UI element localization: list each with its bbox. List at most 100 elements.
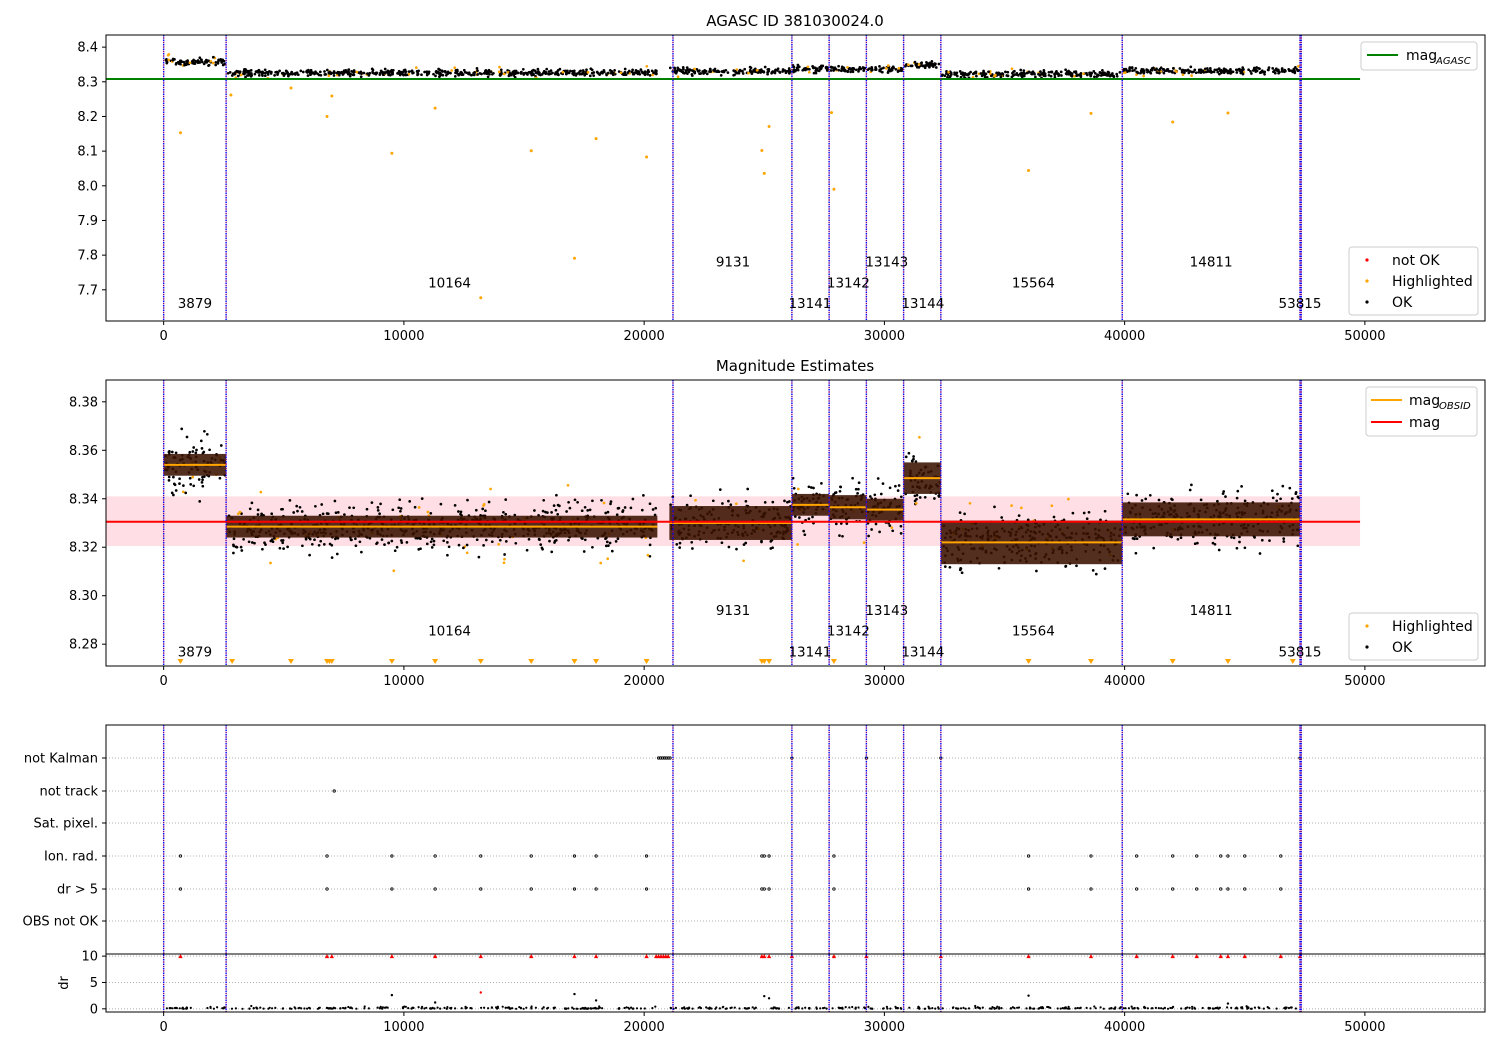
- ok-point: [289, 72, 293, 75]
- ok-point: [1296, 544, 1300, 548]
- ok-point: [170, 450, 174, 454]
- ok-point: [191, 450, 195, 453]
- dr-point: [724, 1007, 727, 1010]
- ok-point: [825, 65, 828, 69]
- ok-point: [704, 540, 708, 544]
- dr-point: [1226, 1006, 1229, 1009]
- highlighted-point: [503, 557, 506, 561]
- ok-point: [993, 505, 996, 509]
- ok-point: [542, 498, 546, 502]
- below-range-marker: [761, 659, 768, 664]
- ok-point: [280, 507, 283, 511]
- highlighted-point: [619, 71, 623, 75]
- dr-outlier-point: [573, 992, 576, 996]
- y-tick-label: 8.30: [69, 589, 98, 604]
- ok-point: [294, 73, 297, 76]
- dr-point: [857, 1006, 860, 1009]
- highlighted-point: [465, 551, 469, 555]
- ok-point: [1042, 70, 1046, 74]
- dr-point: [1241, 1007, 1244, 1010]
- legend-label-not-ok: not OK: [1392, 253, 1440, 269]
- highlighted-point: [417, 506, 421, 509]
- ok-point: [1065, 72, 1069, 76]
- highlighted-point: [289, 86, 293, 90]
- ok-point: [442, 539, 446, 543]
- ok-point: [748, 65, 752, 69]
- ok-point: [284, 69, 288, 73]
- ok-point: [461, 73, 465, 76]
- ok-point: [1064, 565, 1067, 568]
- dr-clipped-marker: [1225, 954, 1231, 959]
- ok-point: [185, 62, 189, 65]
- ok-point: [1055, 70, 1058, 73]
- ok-point: [1247, 68, 1250, 72]
- ok-point: [807, 517, 811, 521]
- ok-point: [504, 498, 508, 501]
- ok-point: [709, 70, 713, 73]
- ok-point: [834, 491, 838, 494]
- ok-point: [720, 541, 724, 545]
- dr-point: [952, 1006, 955, 1009]
- dr-point: [705, 1006, 708, 1009]
- ok-point: [1011, 74, 1015, 77]
- dr-point: [777, 1007, 781, 1010]
- ok-point: [1153, 68, 1157, 72]
- panel-1-frame: [105, 34, 1486, 322]
- ok-point: [192, 484, 196, 488]
- ok-point: [605, 73, 608, 77]
- ok-point: [260, 512, 263, 516]
- ok-point: [737, 70, 741, 73]
- ok-point: [1060, 74, 1063, 77]
- ok-point: [1255, 66, 1259, 69]
- flag-point: [325, 854, 329, 858]
- highlighted-point: [1123, 71, 1127, 74]
- dr-point: [617, 1007, 620, 1010]
- ok-point: [915, 493, 919, 497]
- ok-point: [508, 71, 512, 75]
- ok-point: [1216, 499, 1219, 503]
- dr-clipped-marker: [572, 954, 577, 959]
- ok-point: [552, 504, 556, 507]
- ok-point: [167, 450, 171, 454]
- flag-point: [1026, 887, 1031, 891]
- dr-point: [1137, 1007, 1140, 1010]
- ok-point: [686, 68, 690, 71]
- dr-point: [262, 1007, 265, 1010]
- x-tick-label: 50000: [1344, 674, 1385, 689]
- ok-point: [980, 74, 984, 78]
- ok-point: [682, 71, 685, 75]
- dr-point: [1191, 1005, 1194, 1008]
- ok-point: [1047, 70, 1051, 74]
- ok-point: [539, 73, 542, 77]
- ok-point: [896, 70, 900, 73]
- dr-point: [674, 1006, 678, 1010]
- highlighted-point: [502, 561, 506, 565]
- ok-point: [170, 491, 174, 495]
- ok-point: [954, 72, 958, 75]
- ok-point: [398, 498, 402, 502]
- ok-point: [173, 483, 177, 487]
- highlighted-point: [606, 557, 610, 561]
- ok-point: [1287, 69, 1291, 72]
- ok-point: [995, 71, 999, 75]
- highlighted-point: [806, 65, 810, 69]
- below-range-marker: [1025, 659, 1032, 664]
- ok-point: [750, 71, 754, 75]
- ok-point: [1267, 68, 1270, 72]
- ok-point: [913, 60, 917, 64]
- ok-point: [817, 69, 821, 73]
- ok-point: [933, 62, 936, 65]
- dr-point: [1287, 1006, 1291, 1010]
- ok-point: [565, 510, 568, 513]
- ok-point: [1253, 536, 1256, 539]
- ok-point: [866, 68, 870, 72]
- dr-point: [941, 1007, 944, 1010]
- below-range-marker: [571, 659, 578, 664]
- ok-point: [538, 538, 541, 542]
- ok-point: [549, 69, 553, 72]
- ok-point: [292, 511, 296, 514]
- ok-point: [180, 427, 184, 431]
- ok-point: [1238, 69, 1241, 72]
- ok-point: [222, 59, 226, 63]
- dr-clipped-marker: [789, 954, 795, 959]
